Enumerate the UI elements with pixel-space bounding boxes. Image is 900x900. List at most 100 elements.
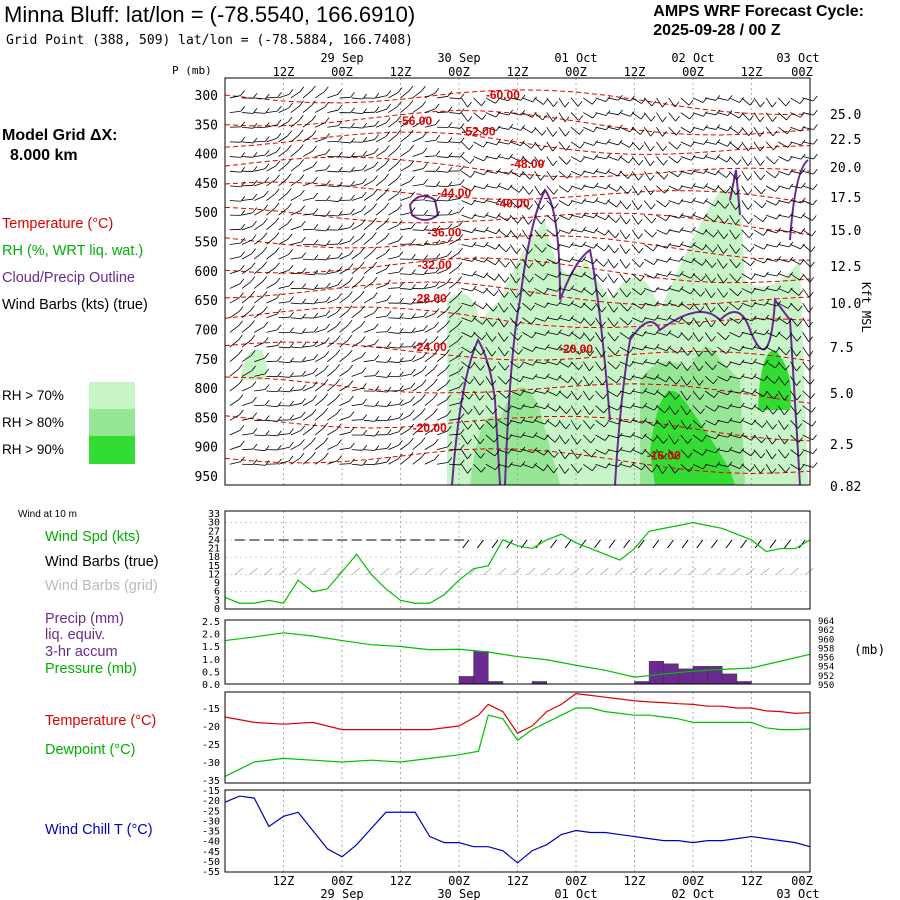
wind-barb [473, 200, 485, 204]
wind-barb [278, 433, 290, 436]
windchill-line [224, 795, 811, 864]
wind-barb-flag [664, 407, 670, 414]
wind-barb-flag [459, 108, 465, 114]
wind-barb [242, 141, 254, 144]
wind-barb-flag [299, 100, 304, 107]
windchill-label: Wind Chill T (°C) [45, 822, 153, 838]
wind-barb [461, 258, 473, 262]
wind-barb [729, 229, 736, 240]
wind-barb [607, 185, 618, 192]
wind-barb [497, 390, 507, 399]
wind-barb-flag [675, 379, 681, 385]
wind-barb-flag [396, 158, 402, 165]
wind-barb [583, 156, 595, 160]
wind-barb-flag [348, 277, 354, 283]
wind-barb [290, 257, 302, 260]
wind-barb-flag [519, 376, 525, 383]
wind-barb [424, 398, 434, 406]
temp-contour-5 [224, 206, 811, 236]
wind-barb-flag [725, 334, 730, 341]
wind-barb-flag [639, 275, 645, 282]
wind-barb-flag [264, 352, 269, 359]
wind-barb [704, 405, 715, 412]
legend-wind-barbs: Wind Barbs (kts) (true) [2, 297, 148, 313]
wind-barb-flag [528, 262, 534, 269]
wind-barb-flag [810, 246, 816, 252]
wind-barb-flag [479, 394, 484, 401]
wind-barb [241, 340, 252, 348]
wind-barb [388, 331, 400, 334]
wind-barb-flag [772, 130, 778, 137]
wind-barb [607, 376, 617, 384]
wind-barb [278, 178, 288, 187]
wind-axis-tick-8: 24 [208, 535, 220, 546]
wind-barb-flag [796, 336, 802, 342]
wind-barb-flag [689, 113, 695, 120]
wind-barb [705, 185, 716, 191]
wind-barb-flag [567, 186, 573, 193]
wind-barb [339, 296, 349, 304]
wind-barb-flag [652, 436, 658, 442]
wind-barb-flag [360, 233, 366, 239]
wind-barb [461, 156, 471, 164]
wind-barb-flag [614, 349, 620, 356]
wind-barb-flag [411, 298, 416, 305]
wind-barb-flag [434, 308, 440, 314]
wind-barb-flag [238, 320, 243, 326]
wind-barb-grid [790, 567, 799, 576]
wind-barb [668, 112, 676, 122]
pressure-axis-tick-1: 952 [818, 672, 834, 682]
barbs-true-label: Wind Barbs (true) [45, 554, 159, 570]
wind-barb [302, 413, 313, 421]
wind-barb [534, 288, 545, 295]
wind-barb-flag [237, 349, 243, 355]
wind-barb-flag [301, 384, 307, 390]
wind-barb-flag [592, 258, 598, 265]
precip-label-3: 3-hr accum [45, 644, 118, 660]
wind-barb [705, 156, 716, 160]
wind-barb-flag [311, 423, 317, 429]
wind-barb [644, 273, 655, 279]
wind-barb [717, 273, 724, 284]
wind-barb-flag [276, 324, 282, 331]
wind-barb [449, 112, 461, 115]
wind-barb [546, 390, 557, 397]
wind-barb [339, 126, 351, 129]
wind-barb [619, 112, 631, 117]
wind-barb [766, 258, 777, 262]
wind-barb-flag [434, 87, 440, 94]
wind-barb [680, 434, 688, 444]
wind-barb [534, 390, 546, 394]
wind-barb [778, 200, 790, 204]
wind-barb [229, 170, 241, 173]
wind-barb-flag [386, 386, 392, 393]
wind-barb [692, 258, 703, 266]
wind-barb [790, 170, 802, 174]
wind-barb [717, 200, 726, 209]
wind-barb [558, 141, 567, 151]
wind-barb-flag [373, 161, 379, 168]
wind-barb [680, 185, 692, 189]
wind-barb-flag [467, 101, 472, 108]
wind-barb [302, 181, 314, 187]
wind-barb-flag [373, 175, 378, 181]
wind-barb-flag [613, 292, 618, 298]
wind-barb-flag [311, 85, 316, 92]
bottom-date-label-1: 30 Sep [437, 887, 480, 900]
wind-barb [680, 156, 692, 161]
wind-barb-flag [325, 180, 331, 186]
wind-barb-flag [410, 175, 415, 182]
wind-barb [729, 375, 741, 380]
wind-barb [619, 258, 627, 269]
temp-contour-9 [224, 306, 811, 329]
wind-barb-true [462, 539, 470, 549]
wind-barb [607, 317, 615, 327]
wind-barb-flag [299, 159, 304, 165]
temp-label-11: -20.00 [413, 421, 447, 435]
wind-barb [631, 375, 643, 379]
wind-barb [266, 222, 276, 231]
wind-barb-flag [637, 189, 643, 196]
wind-barb [766, 302, 777, 307]
wind-barb-flag [447, 195, 453, 202]
wind-barb [388, 106, 398, 113]
